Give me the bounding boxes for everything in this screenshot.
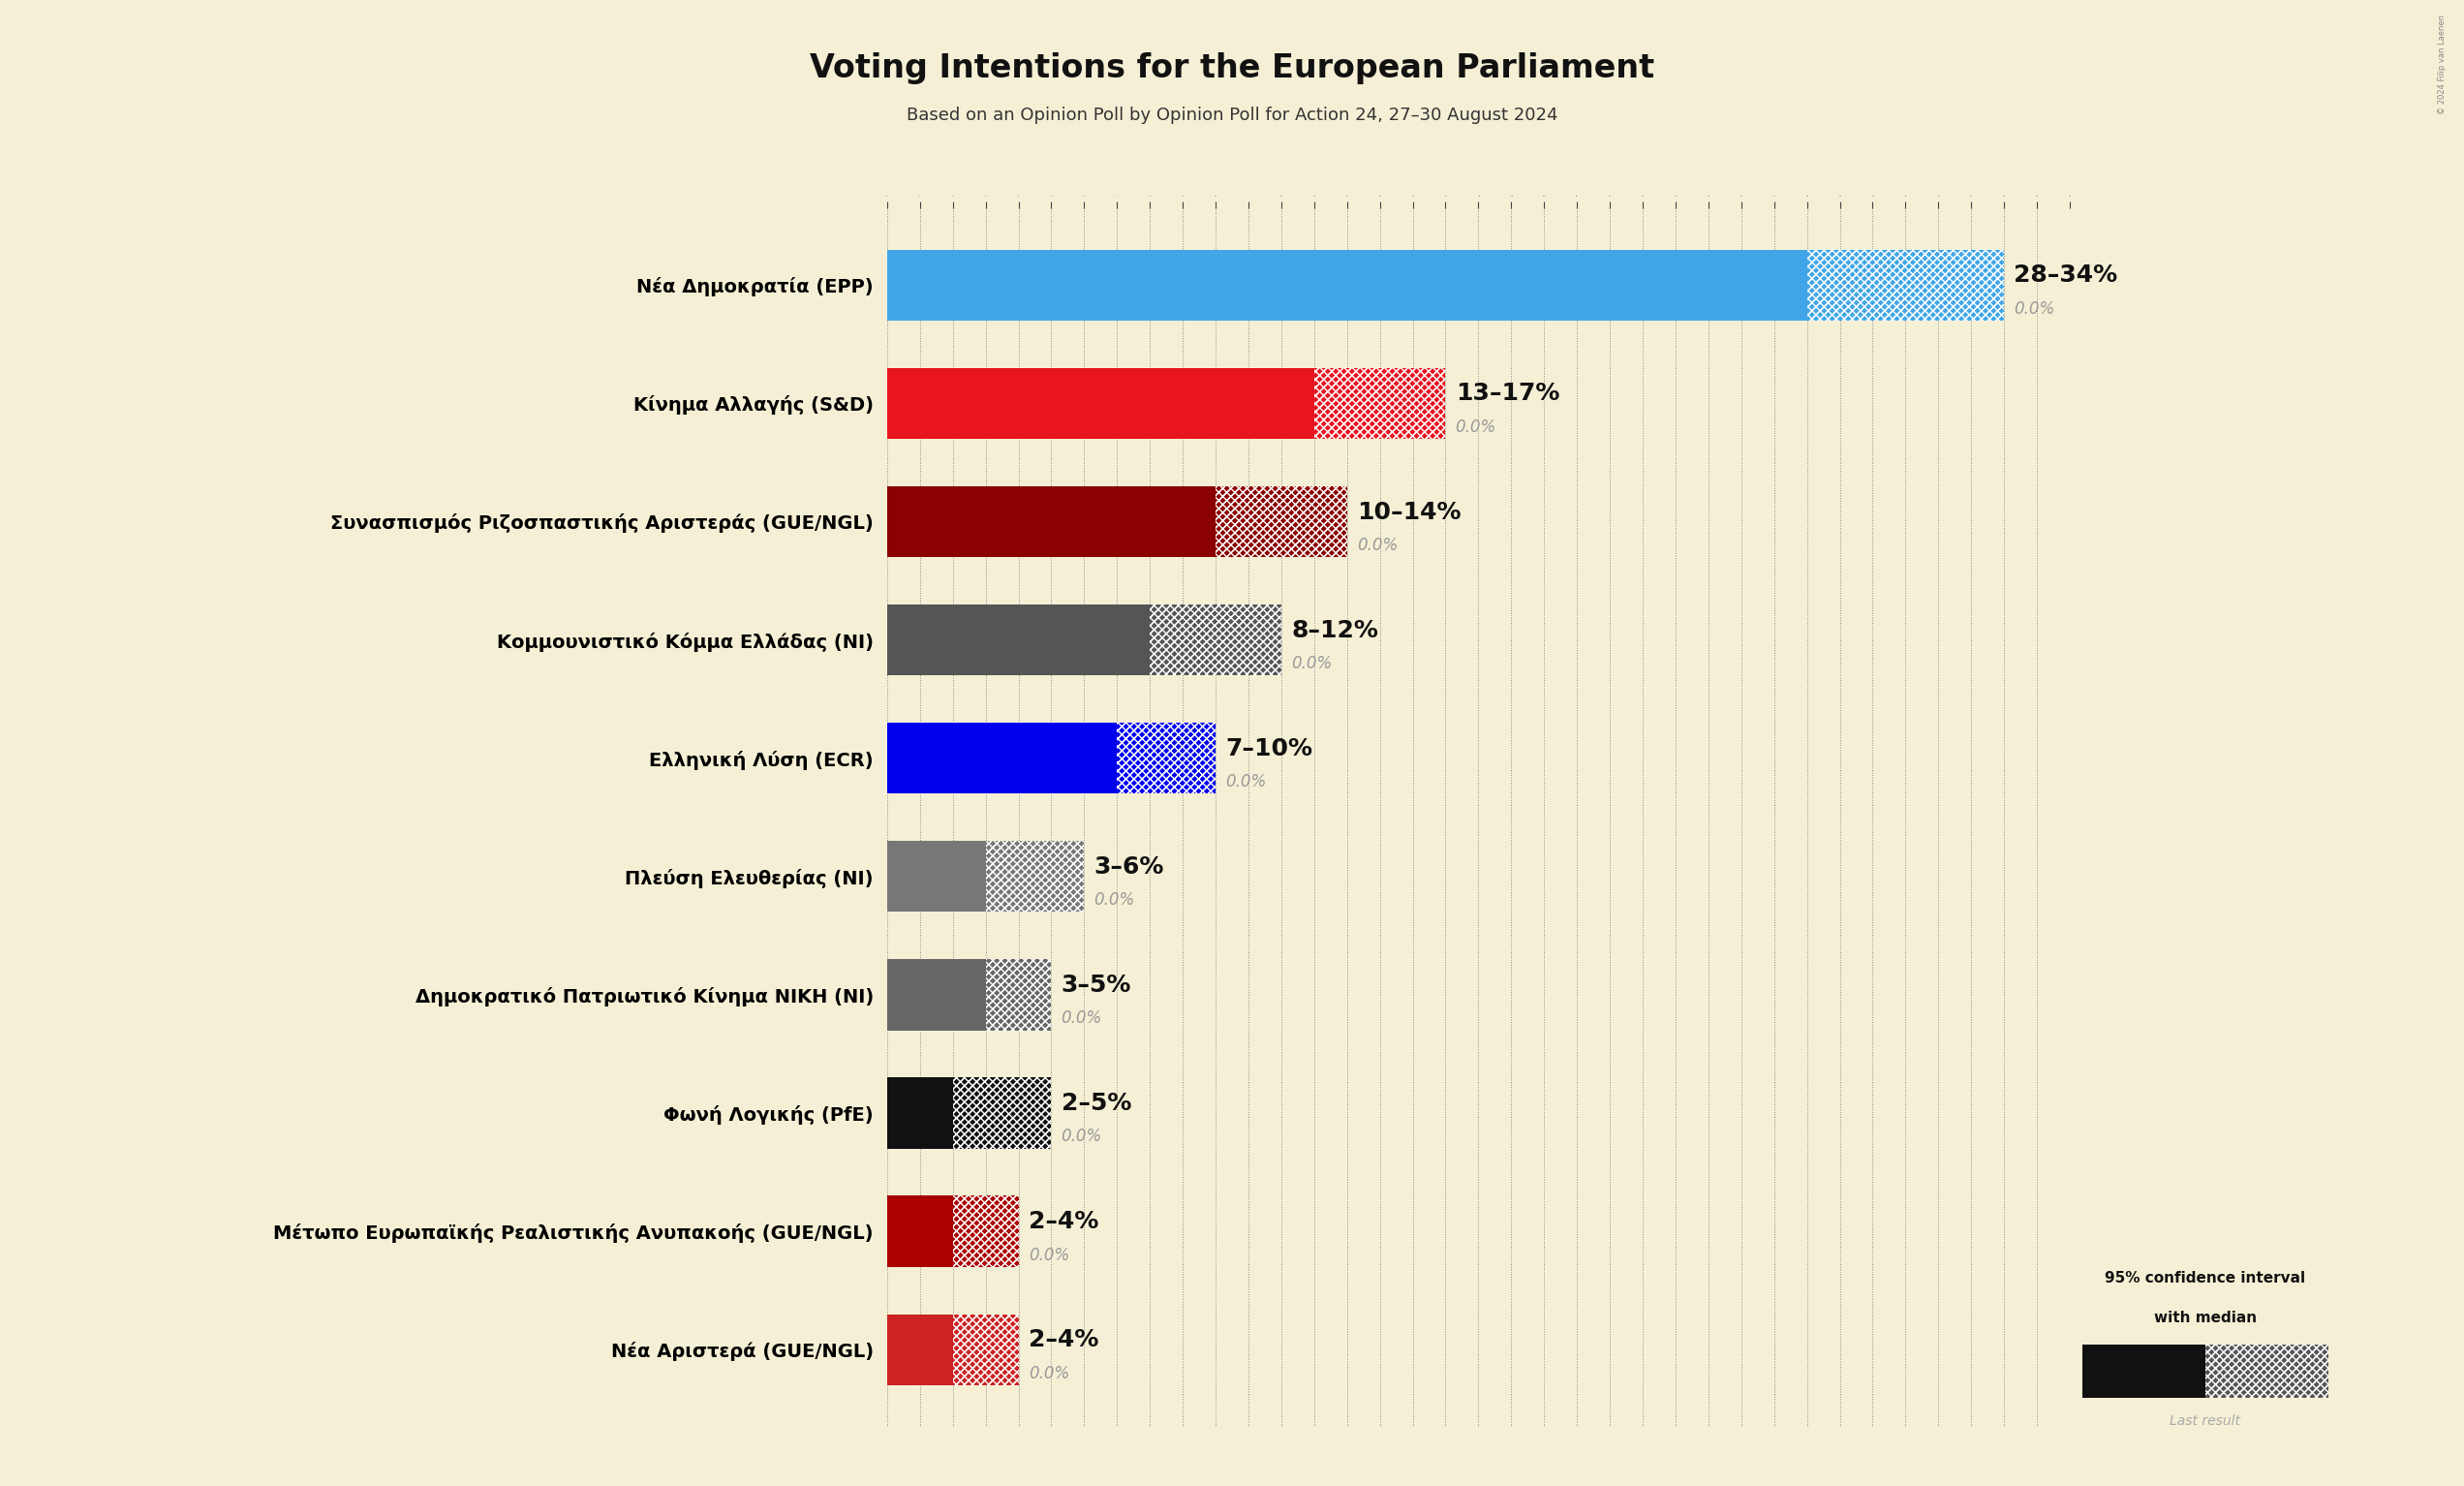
Bar	[954, 1077, 1052, 1149]
Bar	[1151, 605, 1281, 675]
Bar	[887, 1314, 954, 1385]
Bar	[954, 1314, 1018, 1385]
Text: © 2024 Filip van Laenen: © 2024 Filip van Laenen	[2437, 15, 2447, 114]
Bar	[1806, 250, 2003, 321]
Text: 2–5%: 2–5%	[1062, 1092, 1131, 1114]
Text: 0.0%: 0.0%	[1062, 1128, 1101, 1146]
Bar	[887, 486, 1215, 557]
Text: 0.0%: 0.0%	[1358, 536, 1397, 554]
Bar	[1151, 605, 1281, 675]
Bar	[954, 1196, 1018, 1268]
Text: 0.0%: 0.0%	[1062, 1009, 1101, 1027]
Bar	[887, 605, 1151, 675]
Text: 0.0%: 0.0%	[1291, 655, 1333, 672]
Bar	[2205, 1343, 2328, 1397]
Text: Based on an Opinion Poll by Opinion Poll for Action 24, 27–30 August 2024: Based on an Opinion Poll by Opinion Poll…	[907, 107, 1557, 125]
Bar	[986, 960, 1052, 1030]
Bar	[1313, 367, 1446, 438]
Text: 0.0%: 0.0%	[1225, 773, 1266, 791]
Bar	[954, 1077, 1052, 1149]
Bar	[887, 250, 1806, 321]
Text: 13–17%: 13–17%	[1456, 382, 1560, 406]
Bar	[986, 841, 1084, 912]
Text: Last result: Last result	[2171, 1415, 2240, 1428]
Bar	[1116, 722, 1215, 794]
Text: 0.0%: 0.0%	[2013, 300, 2055, 318]
Text: Voting Intentions for the European Parliament: Voting Intentions for the European Parli…	[811, 52, 1653, 85]
Bar	[2205, 1343, 2328, 1397]
Bar	[1215, 486, 1348, 557]
Bar	[1215, 486, 1348, 557]
Text: 28–34%: 28–34%	[2013, 265, 2117, 287]
Text: 10–14%: 10–14%	[1358, 501, 1461, 523]
Bar	[1313, 367, 1446, 438]
Bar	[1116, 722, 1215, 794]
Text: with median: with median	[2154, 1311, 2257, 1326]
Text: 2–4%: 2–4%	[1027, 1328, 1099, 1352]
Bar	[887, 722, 1116, 794]
Bar	[954, 1314, 1018, 1385]
Bar	[1806, 250, 2003, 321]
Bar	[1151, 605, 1281, 675]
Text: 7–10%: 7–10%	[1225, 737, 1313, 761]
Bar	[887, 841, 986, 912]
Bar	[954, 1077, 1052, 1149]
Bar	[2205, 1343, 2328, 1397]
Bar	[887, 1196, 954, 1268]
Bar	[986, 960, 1052, 1030]
Bar	[986, 960, 1052, 1030]
Text: 3–5%: 3–5%	[1062, 973, 1131, 997]
Bar	[887, 1077, 954, 1149]
Text: 95% confidence interval: 95% confidence interval	[2104, 1271, 2306, 1285]
Text: 0.0%: 0.0%	[1027, 1247, 1069, 1263]
Bar	[1313, 367, 1446, 438]
Text: 0.0%: 0.0%	[1027, 1364, 1069, 1382]
Bar	[1116, 722, 1215, 794]
Bar	[1215, 486, 1348, 557]
Bar	[954, 1314, 1018, 1385]
Bar	[986, 841, 1084, 912]
Bar	[887, 960, 986, 1030]
Bar	[887, 367, 1313, 438]
Text: 8–12%: 8–12%	[1291, 618, 1377, 642]
Text: 3–6%: 3–6%	[1094, 856, 1163, 878]
Bar	[2082, 1343, 2205, 1397]
Text: 0.0%: 0.0%	[1094, 892, 1136, 909]
Bar	[1806, 250, 2003, 321]
Text: 2–4%: 2–4%	[1027, 1210, 1099, 1233]
Text: 0.0%: 0.0%	[1456, 418, 1496, 435]
Bar	[954, 1196, 1018, 1268]
Bar	[954, 1196, 1018, 1268]
Bar	[986, 841, 1084, 912]
